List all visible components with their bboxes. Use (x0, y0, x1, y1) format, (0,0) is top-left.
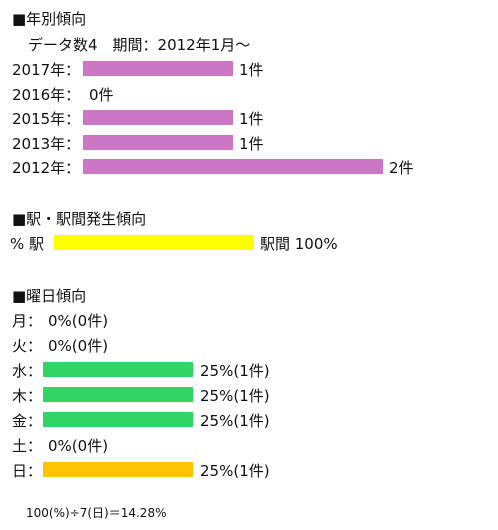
weekday-row-label: 日： (12, 462, 43, 480)
weekday-row-label: 土： (12, 437, 43, 455)
weekday-footnote: 100(%)÷7(日)＝14.28% (26, 506, 167, 520)
yearly-row-value: 1件 (239, 61, 264, 79)
yearly-row-label: 2013年： (12, 134, 81, 153)
weekday-row-value: 25%(1件) (200, 387, 270, 405)
weekday-row-label: 火： (12, 337, 43, 355)
yearly-bar (83, 134, 233, 150)
weekday-row-value: 0%(0件) (48, 337, 109, 355)
yearly-row-value: 1件 (239, 110, 264, 128)
weekday-bar (43, 412, 193, 427)
weekday-row-value: 25%(1件) (200, 462, 270, 480)
weekday-row-value: 25%(1件) (200, 412, 270, 430)
yearly-row-label: 2017年： (12, 61, 81, 79)
weekday-row-value: 0%(0件) (48, 437, 109, 455)
yearly-bar (83, 61, 233, 76)
yearly-row-value: 0件 (89, 85, 114, 104)
yearly-row-value: 2件 (389, 159, 414, 177)
yearly-bar (83, 159, 383, 174)
yearly-row-label: 2016年： (12, 85, 81, 104)
weekday-row-value: 25%(1件) (200, 362, 270, 380)
station-right-label: 駅間 100% (260, 235, 338, 253)
yearly-bar (83, 110, 233, 125)
yearly-heading: ■年別傾向 (12, 10, 87, 28)
weekday-bar (43, 362, 193, 377)
weekday-row-label: 木： (12, 387, 43, 405)
weekday-bar (43, 462, 193, 477)
weekday-bar (43, 387, 193, 402)
yearly-row-value: 1件 (239, 134, 264, 153)
yearly-subtitle: データ数4 期間：2012年1月～ (28, 36, 251, 54)
weekday-heading: ■曜日傾向 (12, 287, 87, 305)
station-between-bar (54, 235, 254, 250)
weekday-row-label: 金： (12, 412, 43, 430)
station-left-label: % 駅 (10, 235, 45, 253)
yearly-row-label: 2012年： (12, 159, 81, 177)
weekday-row-label: 水： (12, 362, 43, 380)
yearly-row-label: 2015年： (12, 110, 81, 128)
weekday-row-value: 0%(0件) (48, 312, 109, 330)
weekday-row-label: 月： (12, 312, 43, 330)
station-heading: ■駅・駅間発生傾向 (12, 210, 147, 228)
